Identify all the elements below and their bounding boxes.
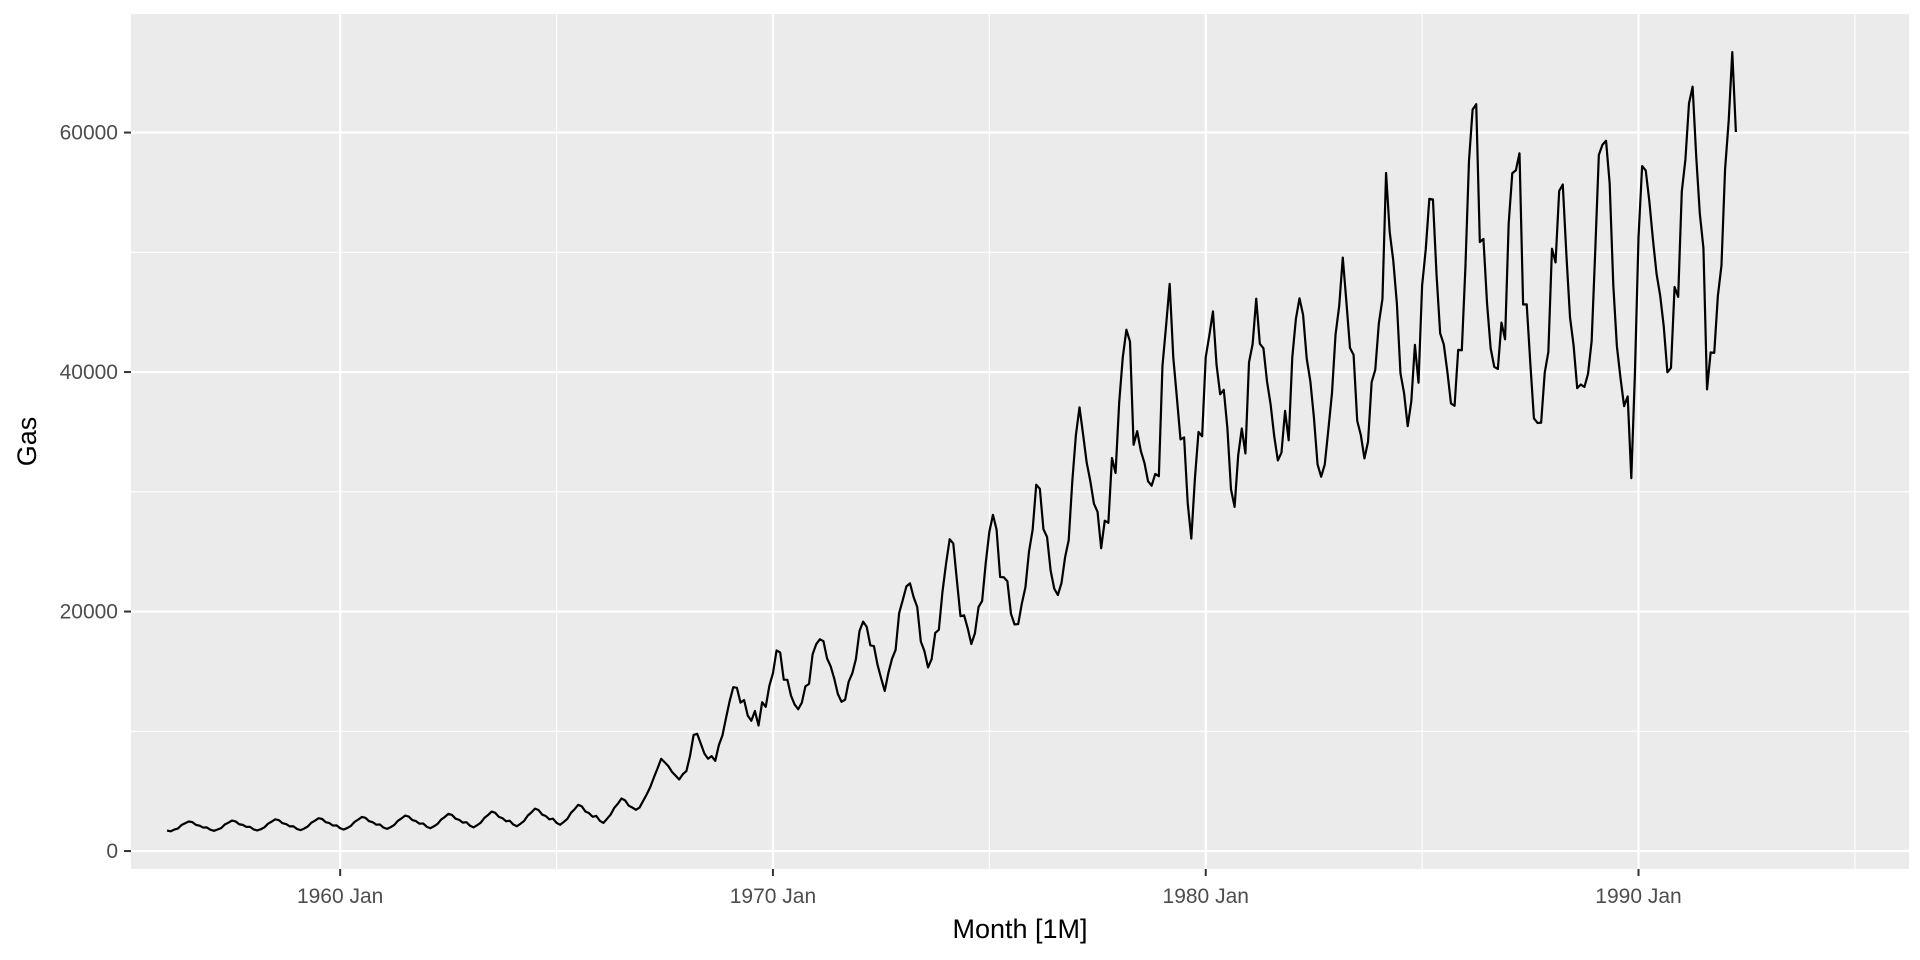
y-tick-label: 60000 [60, 122, 118, 145]
y-tick-label: 0 [106, 840, 118, 863]
x-tick-label: 1970 Jan [730, 885, 816, 908]
x-tick-label: 1990 Jan [1595, 885, 1681, 908]
x-tick-label: 1980 Jan [1163, 885, 1249, 908]
series-line [166, 51, 1737, 833]
x-axis: 1960 Jan 1970 Jan 1980 Jan 1990 Jan [297, 869, 1682, 908]
plot-panel [131, 14, 1909, 869]
y-axis: 0 20000 40000 60000 [60, 122, 131, 863]
y-tick-label: 40000 [60, 361, 118, 384]
x-tick-label: 1960 Jan [297, 885, 383, 908]
x-axis-title: Month [1M] [952, 914, 1087, 944]
y-tick-label: 20000 [60, 601, 118, 624]
minor-gridlines [131, 14, 1909, 869]
y-axis-title: Gas [12, 417, 42, 467]
series-layer [166, 51, 1737, 833]
